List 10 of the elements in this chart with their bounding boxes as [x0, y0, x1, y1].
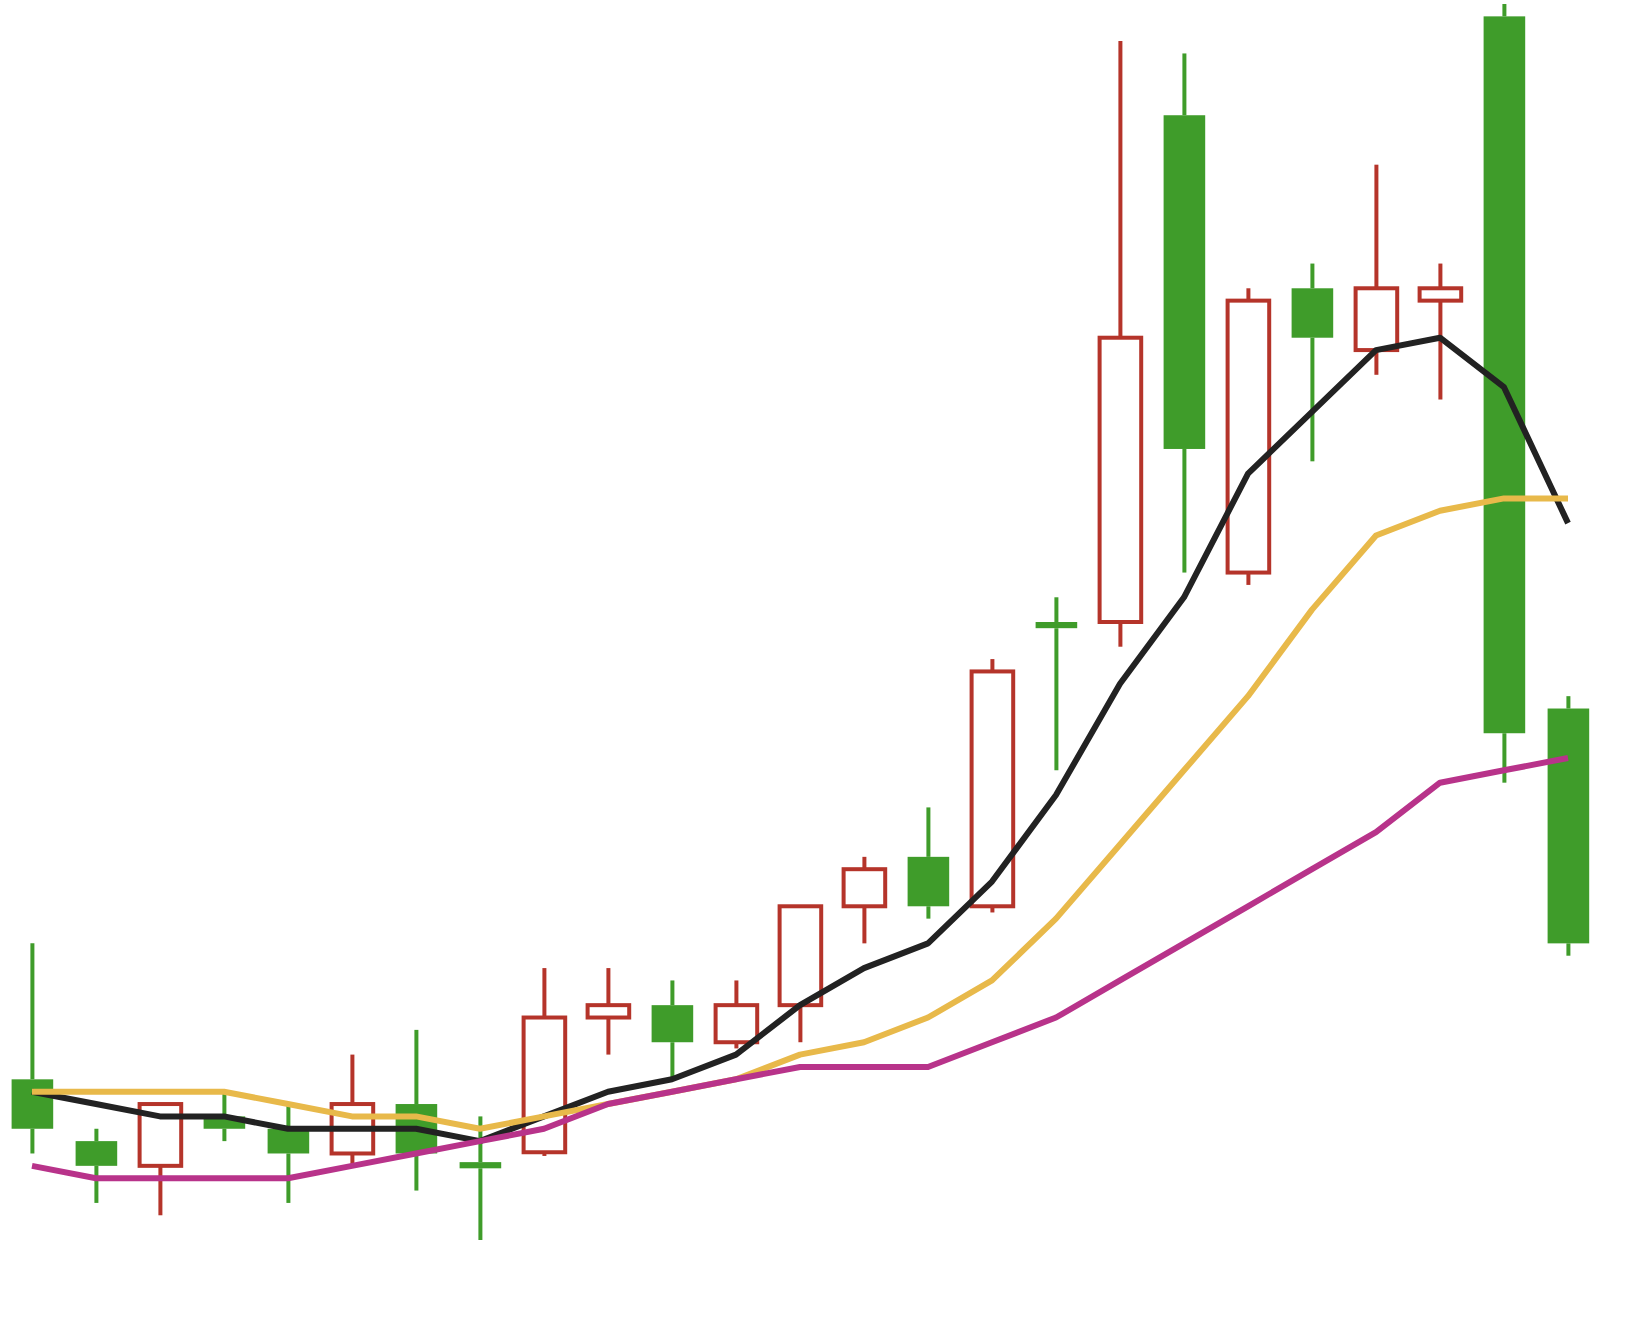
candlestick	[459, 1114, 502, 1240]
candlestick	[75, 1126, 118, 1205]
candlestick	[651, 978, 694, 1082]
candlestick	[1035, 595, 1078, 773]
candlestick	[11, 941, 54, 1156]
candlestick	[907, 805, 950, 921]
candlestick	[1291, 261, 1334, 464]
candlestick	[1163, 51, 1206, 575]
candlestick	[1547, 694, 1590, 958]
candlestick	[1483, 4, 1526, 785]
